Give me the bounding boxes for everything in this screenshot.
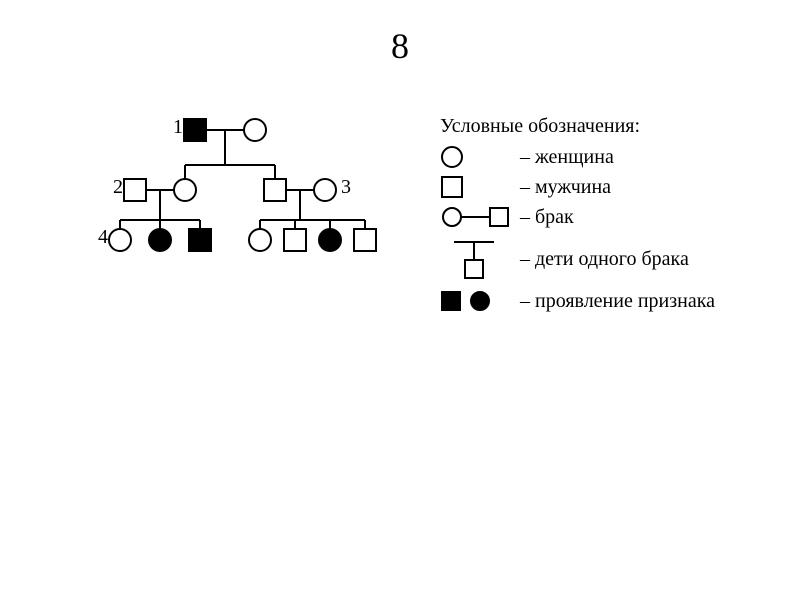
node-label: 2: [113, 176, 123, 199]
legend-symbol-filled_pair: [440, 288, 520, 314]
node-label: 1: [173, 116, 183, 139]
legend-text: – проявление признака: [520, 290, 780, 313]
legend-row: – брак: [440, 204, 780, 230]
legend-row: – проявление признака: [440, 288, 780, 314]
legend-row: – дети одного брака: [440, 234, 780, 284]
legend-title: Условные обозначения:: [440, 115, 780, 138]
legend-items: – женщина – мужчина – брак – дети одного …: [440, 144, 780, 314]
node-label: 4: [98, 226, 108, 249]
legend-symbol-marriage: [440, 204, 520, 230]
legend-text: – брак: [520, 206, 780, 229]
legend-symbol-circle_open: [440, 144, 520, 170]
legend-text: – женщина: [520, 146, 780, 169]
legend-row: – женщина: [440, 144, 780, 170]
node-label: 3: [341, 176, 351, 199]
legend-row: – мужчина: [440, 174, 780, 200]
legend-text: – дети одного брака: [520, 248, 780, 271]
legend-symbol-children: [440, 236, 520, 282]
legend-symbol-square_open: [440, 174, 520, 200]
legend-text: – мужчина: [520, 176, 780, 199]
legend: Условные обозначения: – женщина – мужчина…: [440, 115, 780, 318]
